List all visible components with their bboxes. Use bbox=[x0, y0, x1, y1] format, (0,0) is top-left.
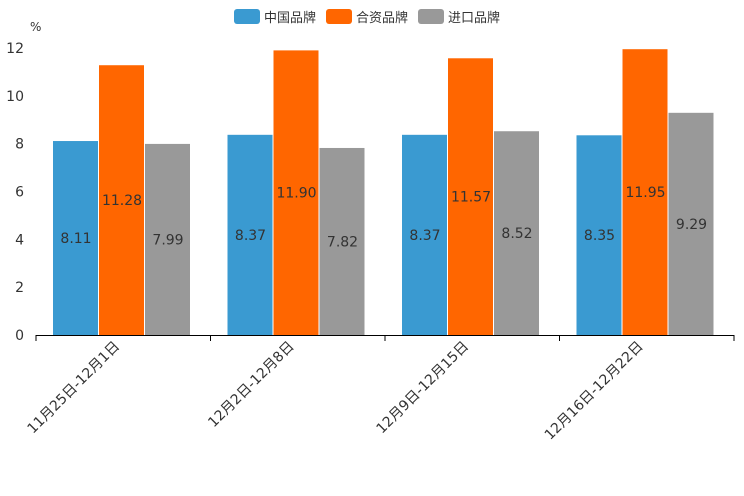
x-tick-label-1: 12月2日-12月8日 bbox=[205, 339, 297, 431]
legend-item-china-brand[interactable]: 中国品牌 bbox=[234, 7, 316, 26]
legend-item-joint-venture-brand[interactable]: 合资品牌 bbox=[326, 7, 408, 26]
y-tick-label-0: 0 bbox=[15, 328, 24, 344]
bar-0-0 bbox=[53, 141, 98, 335]
legend-label-import-brand: 进口品牌 bbox=[448, 10, 501, 26]
bar-1-2 bbox=[448, 58, 493, 335]
y-tick-label-5: 10 bbox=[6, 89, 24, 105]
data-label-0-0: 8.11 bbox=[60, 231, 91, 247]
x-tick-label-2: 12月9日-12月15日 bbox=[374, 339, 473, 438]
data-label-0-2: 8.37 bbox=[409, 228, 440, 244]
data-label-1-2: 11.57 bbox=[451, 190, 491, 206]
bar-1-1 bbox=[273, 50, 319, 336]
y-tick-label-2: 4 bbox=[15, 232, 24, 248]
data-label-2-0: 7.99 bbox=[152, 232, 183, 248]
y-axis-unit-label: % bbox=[30, 20, 42, 34]
bar-0-1 bbox=[227, 134, 273, 335]
data-label-2-3: 9.29 bbox=[676, 217, 707, 233]
legend-label-china-brand: 中国品牌 bbox=[264, 10, 317, 26]
bar-1-0 bbox=[99, 65, 144, 335]
y-tick-label-3: 6 bbox=[15, 185, 24, 201]
legend: 中国品牌 合资品牌 进口品牌 bbox=[234, 6, 510, 26]
x-tick-label-3: 12月16日-12月22日 bbox=[542, 339, 647, 444]
y-tick-label-6: 12 bbox=[6, 41, 24, 57]
legend-swatch-china-brand bbox=[234, 8, 260, 24]
legend-item-import-brand[interactable]: 进口品牌 bbox=[418, 7, 500, 26]
legend-swatch-import-brand bbox=[418, 8, 445, 24]
data-label-0-3: 8.35 bbox=[584, 228, 615, 244]
data-label-1-1: 11.90 bbox=[276, 186, 316, 202]
bar-0-2 bbox=[402, 134, 447, 335]
legend-label-joint-venture-brand: 合资品牌 bbox=[356, 10, 409, 26]
bar-1-3 bbox=[622, 49, 668, 336]
data-label-2-1: 7.82 bbox=[327, 234, 358, 250]
data-label-1-0: 11.28 bbox=[102, 193, 142, 209]
legend-swatch-joint-venture-brand bbox=[326, 8, 353, 24]
bar-2-2 bbox=[494, 131, 539, 335]
bar-2-1 bbox=[319, 147, 365, 335]
data-label-1-3: 11.95 bbox=[625, 185, 665, 201]
bar-0-3 bbox=[576, 135, 622, 335]
data-label-2-2: 8.52 bbox=[501, 226, 532, 242]
y-tick-label-1: 2 bbox=[15, 280, 24, 296]
y-tick-label-4: 8 bbox=[15, 137, 24, 153]
bar-2-0 bbox=[145, 143, 190, 335]
data-label-0-1: 8.37 bbox=[235, 228, 266, 244]
x-tick-label-0: 11月25日-12月1日 bbox=[25, 339, 124, 438]
bar-2-3 bbox=[668, 112, 714, 335]
